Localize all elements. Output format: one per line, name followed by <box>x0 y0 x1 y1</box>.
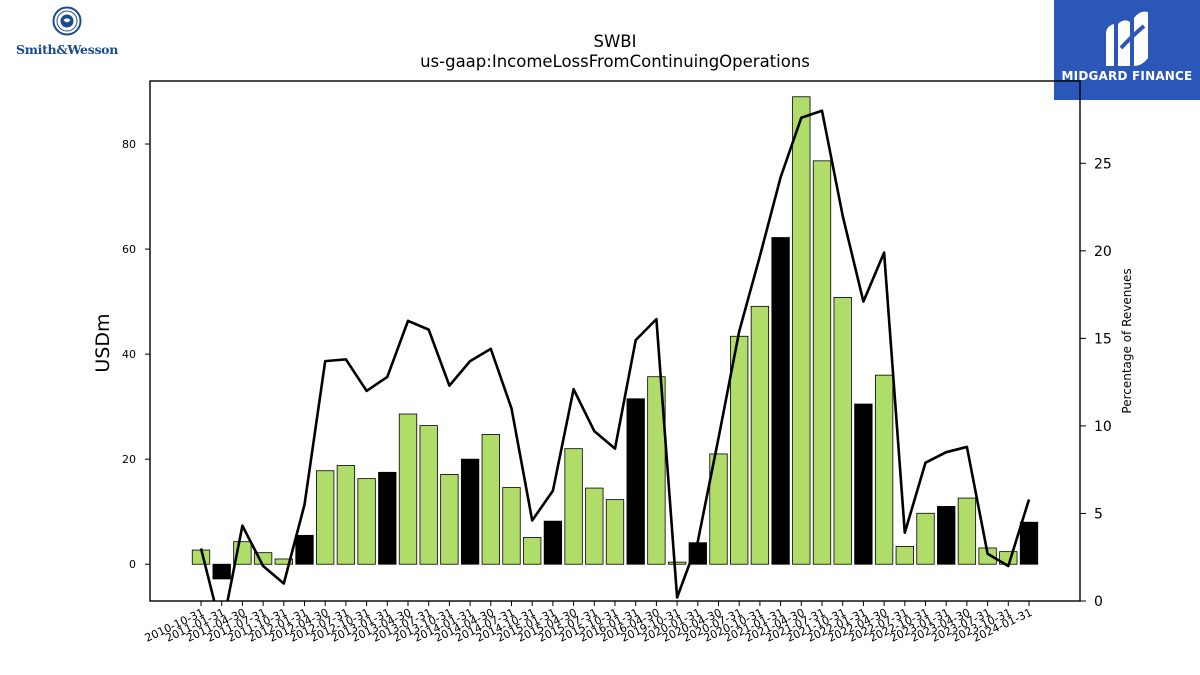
bar <box>212 563 231 580</box>
bar <box>957 497 977 565</box>
y2-tick-label: 0 <box>1094 594 1103 610</box>
bar <box>481 434 500 565</box>
midgard-logo-text: MIDGARD FINANCE <box>1061 69 1193 83</box>
y-tick-label: 80 <box>122 138 136 151</box>
logo-midgard-finance: MIDGARD FINANCE <box>1054 0 1200 100</box>
bar <box>647 376 666 565</box>
bar <box>440 474 459 565</box>
bar <box>398 413 418 565</box>
bar <box>357 478 376 565</box>
bar <box>502 487 521 565</box>
bar <box>937 506 956 565</box>
bar <box>543 520 563 565</box>
bar <box>564 448 583 565</box>
bar <box>874 374 894 565</box>
bar <box>916 512 935 565</box>
bar <box>605 499 625 565</box>
y2-tick-label: 5 <box>1094 506 1103 522</box>
bar <box>336 465 356 565</box>
sw-wordmark: Smith&Wesson <box>15 42 119 57</box>
bar <box>709 453 728 565</box>
bar <box>1019 521 1039 565</box>
sw-seal-icon <box>52 6 82 36</box>
bar <box>895 545 914 565</box>
bar <box>316 470 335 565</box>
bar <box>730 335 749 565</box>
bar <box>295 534 314 565</box>
chart-title: SWBI <box>593 32 637 51</box>
series-line <box>199 109 1031 601</box>
bar <box>750 305 770 565</box>
y2-tick-label: 25 <box>1094 156 1112 172</box>
logo-smith-wesson: Smith&Wesson <box>6 6 128 58</box>
midgard-logo-icon <box>1106 11 1148 67</box>
bar <box>854 403 873 565</box>
bar <box>585 487 604 565</box>
y2-tick-label: 10 <box>1094 419 1112 435</box>
y-axis-label: USDm <box>92 313 114 372</box>
y2-axis-label: Percentage of Revenues <box>1120 268 1134 413</box>
bar <box>792 96 811 565</box>
bar <box>460 458 480 565</box>
bar <box>274 558 293 565</box>
y-tick-label: 0 <box>129 558 136 571</box>
bar <box>833 296 852 565</box>
bar <box>523 537 542 565</box>
bar <box>812 160 832 565</box>
y2-tick-label: 15 <box>1094 331 1112 347</box>
y-tick-label: 60 <box>122 243 136 256</box>
bar <box>626 398 645 565</box>
bar <box>419 425 438 565</box>
bar <box>667 561 687 565</box>
y-tick-label: 40 <box>122 348 136 361</box>
bar <box>771 237 790 565</box>
y2-tick-label: 20 <box>1094 244 1112 260</box>
chart-subtitle: us-gaap:IncomeLossFromContinuingOperatio… <box>420 52 810 71</box>
bar <box>378 471 397 565</box>
y-tick-label: 20 <box>122 453 136 466</box>
